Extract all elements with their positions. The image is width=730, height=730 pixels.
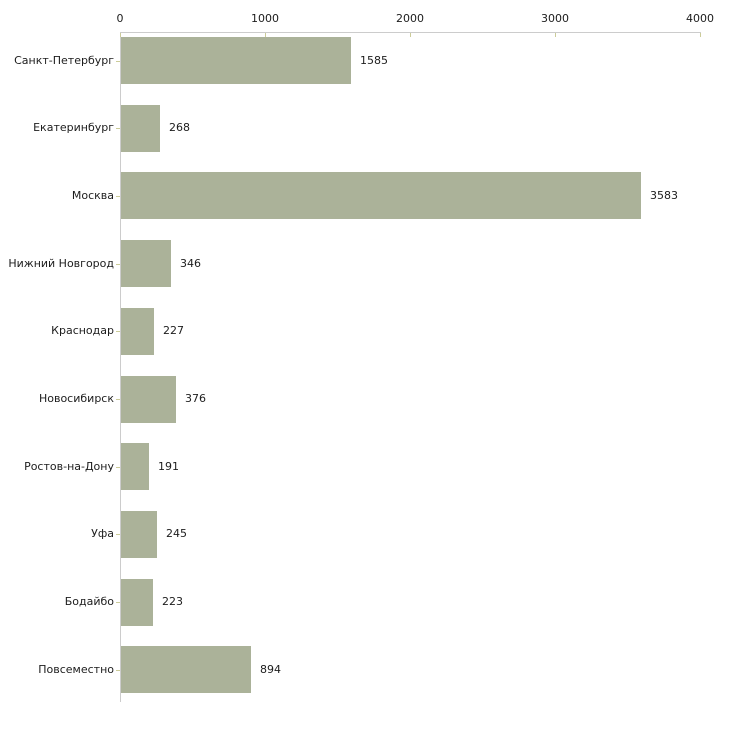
category-label: Нижний Новгород [8,257,114,270]
value-label: 1585 [360,54,388,67]
bar [121,37,351,84]
category-tick-mark [116,128,120,129]
x-tick-label: 4000 [686,12,714,25]
value-label: 223 [162,595,183,608]
value-label: 268 [169,121,190,134]
x-axis-line [120,32,701,33]
bar [121,240,171,287]
bar [121,105,160,152]
x-tick-mark [555,33,556,37]
category-tick-mark [116,399,120,400]
bar [121,376,176,423]
x-tick-label: 1000 [251,12,279,25]
category-label: Уфа [91,527,114,540]
bar [121,579,153,626]
x-tick-label: 0 [116,12,124,25]
category-label: Краснодар [51,324,114,337]
category-tick-mark [116,534,120,535]
x-tick-mark [410,33,411,37]
value-label: 191 [158,460,179,473]
category-tick-mark [116,467,120,468]
value-label: 376 [185,392,206,405]
category-label: Бодайбо [64,595,114,608]
category-tick-mark [116,670,120,671]
x-tick-mark [265,33,266,37]
value-label: 894 [260,663,281,676]
value-label: 346 [180,257,201,270]
value-label: 227 [163,324,184,337]
category-label: Екатеринбург [33,121,114,134]
category-label: Москва [71,189,114,202]
bar [121,511,157,558]
category-label: Повсеместно [38,663,114,676]
x-tick-label: 2000 [396,12,424,25]
category-tick-mark [116,602,120,603]
x-tick-mark [700,33,701,37]
category-tick-mark [116,264,120,265]
value-label: 3583 [650,189,678,202]
x-tick-mark [120,33,121,37]
category-tick-mark [116,196,120,197]
category-label: Новосибирск [38,392,114,405]
category-tick-mark [116,61,120,62]
bar [121,172,641,219]
category-tick-mark [116,331,120,332]
y-axis-line [120,32,121,702]
bar [121,443,149,490]
bar [121,646,251,693]
category-label: Санкт-Петербург [14,54,114,67]
value-label: 245 [166,527,187,540]
category-label: Ростов-на-Дону [24,460,114,473]
x-tick-label: 3000 [541,12,569,25]
bar [121,308,154,355]
